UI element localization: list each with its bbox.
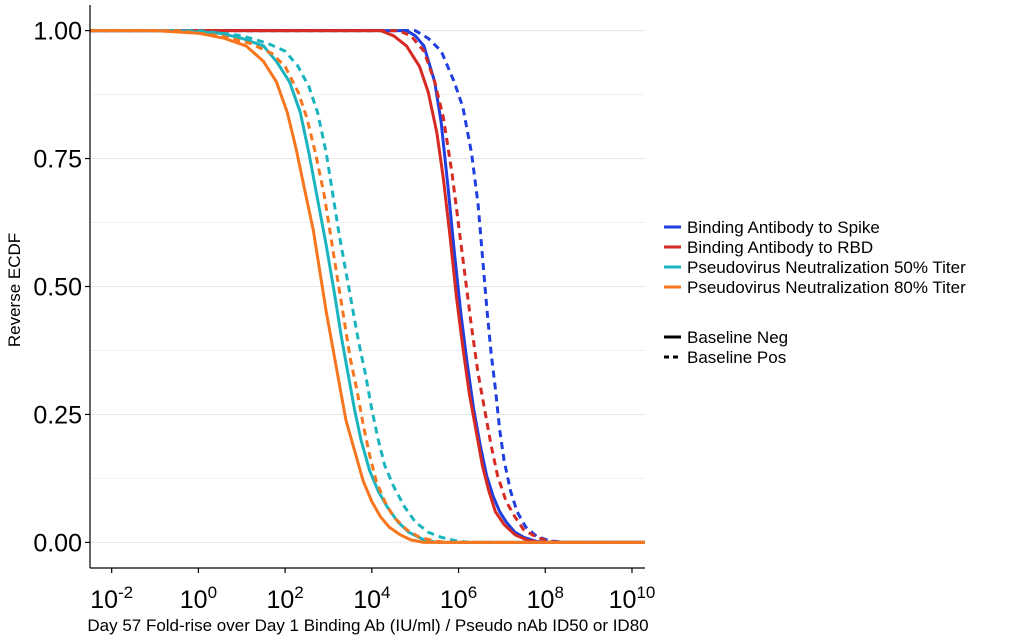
x-axis-ticks: 10-2 100 102 104 106 108 1010	[90, 568, 655, 614]
y-axis-title: Reverse ECDF	[5, 233, 24, 347]
legend-label-baseline-pos: Baseline Pos	[687, 348, 786, 367]
x-tick-label: 10-2	[90, 583, 133, 614]
legend-label-spike: Binding Antibody to Spike	[687, 218, 880, 237]
y-tick-label: 1.00	[33, 18, 82, 46]
x-tick-label: 100	[180, 583, 217, 614]
x-axis-title: Day 57 Fold-rise over Day 1 Binding Ab (…	[87, 616, 648, 635]
y-tick-label: 0.75	[33, 146, 82, 174]
x-tick-label: 108	[527, 583, 564, 614]
y-tick-label: 0.25	[33, 401, 82, 429]
legend-label-id50: Pseudovirus Neutralization 50% Titer	[687, 258, 966, 277]
y-tick-label: 0.50	[33, 274, 82, 302]
series-line-id50-baseline-pos	[90, 29, 645, 544]
series-line-rbd-baseline-neg	[90, 29, 645, 544]
series-line-id80-baseline-pos	[90, 29, 645, 544]
series-line-id80-baseline-neg	[90, 29, 645, 544]
legend-label-rbd: Binding Antibody to RBD	[687, 238, 873, 257]
x-tick-label: 1010	[609, 583, 656, 614]
y-axis-ticks: 0.00 0.25 0.50 0.75 1.00	[33, 18, 90, 557]
series-line-rbd-baseline-pos	[90, 29, 645, 544]
x-tick-label: 102	[266, 583, 303, 614]
legend-label-id80: Pseudovirus Neutralization 80% Titer	[687, 278, 966, 297]
x-tick-label: 106	[440, 583, 477, 614]
series-lines	[90, 29, 645, 544]
x-tick-label: 104	[353, 583, 390, 614]
series-line-spike-baseline-pos	[90, 29, 645, 544]
legend-label-baseline-neg: Baseline Neg	[687, 328, 788, 347]
y-tick-label: 0.00	[33, 529, 82, 557]
